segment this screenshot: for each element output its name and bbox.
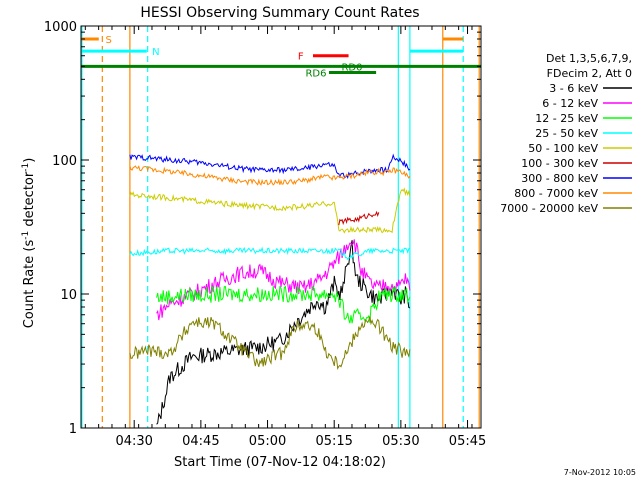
y-tick-label-3: 1000 xyxy=(44,20,77,35)
y-axis-label-main: Count Rate (s xyxy=(22,240,37,329)
legend-label-0: 3 - 6 keV xyxy=(549,82,598,95)
x-tick-label-0: 04:30 xyxy=(115,434,152,449)
legend-header-2: FDecim 2, Att 0 xyxy=(547,67,632,80)
y-tick-label-0: 1 xyxy=(69,422,77,437)
legend-label-3: 25 - 50 keV xyxy=(535,127,598,140)
legend-header-1: Det 1,3,5,6,7,9, xyxy=(546,52,632,65)
x-tick-label-3: 05:15 xyxy=(315,434,352,449)
y-axis-label-sup1: -1 xyxy=(21,231,31,240)
x-tick-label-2: 05:00 xyxy=(249,434,286,449)
y-axis-label: Count Rate (s-1 detector-1) xyxy=(21,158,37,329)
legend-label-5: 100 - 300 keV xyxy=(521,157,598,170)
series-line-4 xyxy=(130,189,410,233)
series-line-8 xyxy=(130,317,410,369)
vertical-markers xyxy=(82,26,479,428)
x-tick-label-1: 04:45 xyxy=(182,434,219,449)
axes: 04:30 04:45 05:00 05:15 05:30 05:45 1 10 100 1000 xyxy=(44,20,486,449)
footer-date: 7-Nov-2012 10:05 xyxy=(564,468,636,477)
chart-title: HESSI Observing Summary Count Rates xyxy=(140,5,419,21)
legend-label-1: 6 - 12 keV xyxy=(542,97,598,110)
series-line-3 xyxy=(130,248,410,259)
y-axis-label-end: ) xyxy=(22,158,37,163)
y-axis-label-mid: detector xyxy=(22,171,37,231)
count-rate-chart: HESSI Observing Summary Count Rates S N FR… xyxy=(0,0,640,480)
x-tick-label-5: 05:45 xyxy=(449,434,486,449)
legend-label-2: 12 - 25 keV xyxy=(535,112,598,125)
legend: Det 1,3,5,6,7,9, FDecim 2, Att 0 3 - 6 k… xyxy=(500,52,632,215)
series-line-2 xyxy=(157,286,410,323)
legend-label-4: 50 - 100 keV xyxy=(528,142,598,155)
legend-label-7: 800 - 7000 keV xyxy=(514,187,598,200)
flag-label-s: S xyxy=(105,35,111,46)
x-tick-label-4: 05:30 xyxy=(382,434,419,449)
y-axis-label-sup2: -1 xyxy=(21,163,31,172)
series-lines xyxy=(130,155,410,425)
y-tick-label-1: 10 xyxy=(60,288,77,303)
plot-frame xyxy=(81,26,481,428)
series-line-7 xyxy=(130,166,410,185)
y-tick-label-2: 100 xyxy=(52,154,77,169)
legend-label-8: 7000 - 20000 keV xyxy=(500,202,598,215)
flag-label-n: N xyxy=(152,47,159,58)
series-line-0 xyxy=(157,240,410,424)
flag-label-f: F xyxy=(298,52,304,63)
series-line-5 xyxy=(339,212,379,225)
legend-label-6: 300 - 800 keV xyxy=(521,172,598,185)
x-axis-label: Start Time (07-Nov-12 04:18:02) xyxy=(174,455,386,470)
flag-label-rd6: RD6 xyxy=(305,68,326,79)
